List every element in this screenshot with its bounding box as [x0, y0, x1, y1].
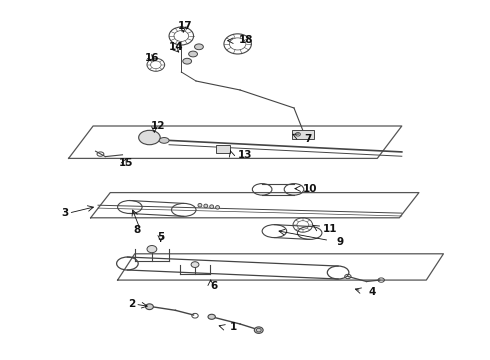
Ellipse shape	[208, 314, 216, 319]
Text: 6: 6	[211, 281, 218, 291]
Text: 17: 17	[177, 21, 192, 31]
Ellipse shape	[204, 204, 208, 208]
Text: 5: 5	[157, 232, 164, 242]
Text: 10: 10	[303, 184, 318, 194]
FancyBboxPatch shape	[216, 145, 230, 153]
Ellipse shape	[139, 130, 160, 145]
Ellipse shape	[195, 44, 203, 50]
Text: 7: 7	[304, 134, 311, 144]
Text: 4: 4	[368, 287, 376, 297]
Text: 8: 8	[133, 225, 141, 235]
Ellipse shape	[147, 246, 157, 253]
Ellipse shape	[198, 203, 202, 207]
Text: 18: 18	[239, 35, 253, 45]
Ellipse shape	[146, 304, 153, 310]
Text: 9: 9	[336, 237, 343, 247]
Text: 13: 13	[238, 150, 253, 160]
Ellipse shape	[254, 327, 263, 333]
Ellipse shape	[159, 138, 169, 143]
Text: 2: 2	[128, 299, 136, 309]
Text: 14: 14	[169, 42, 184, 52]
Ellipse shape	[183, 58, 192, 64]
Text: 15: 15	[119, 158, 133, 168]
Text: 1: 1	[229, 322, 237, 332]
Ellipse shape	[189, 51, 197, 57]
Text: 16: 16	[145, 53, 159, 63]
Ellipse shape	[216, 206, 220, 209]
Text: 12: 12	[151, 121, 166, 131]
Text: 11: 11	[322, 224, 337, 234]
Polygon shape	[292, 130, 314, 139]
Text: 3: 3	[62, 208, 69, 218]
Ellipse shape	[210, 205, 214, 208]
Ellipse shape	[191, 262, 199, 267]
